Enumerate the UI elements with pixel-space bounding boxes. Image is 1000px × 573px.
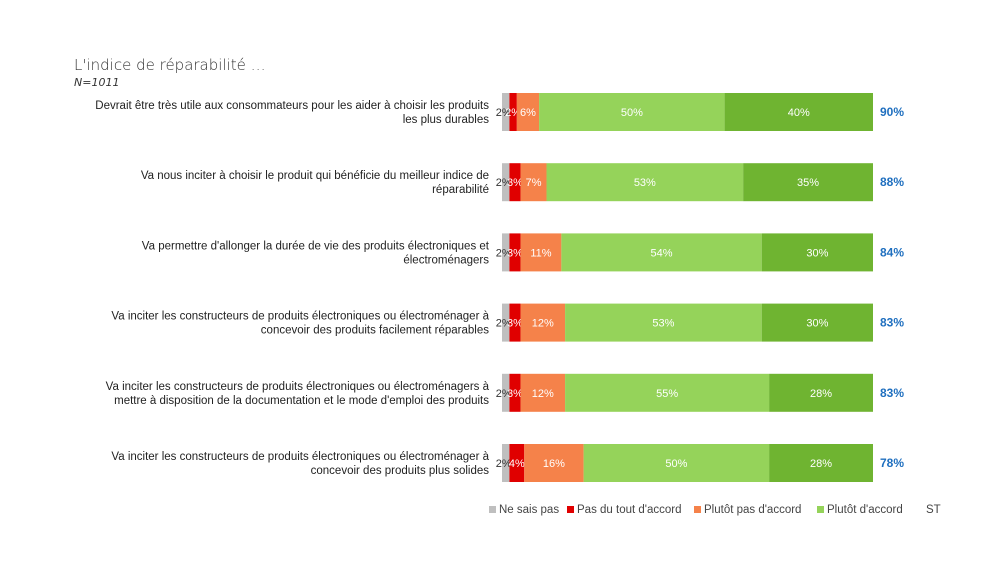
bar-segment (761, 303, 873, 342)
category-label: les plus durables (403, 114, 490, 126)
category-label: Va inciter les constructeurs de produits… (111, 451, 489, 463)
bar-segment (565, 303, 762, 342)
bar-segment (520, 163, 547, 202)
data-label: 50% (665, 458, 687, 470)
legend-swatch (567, 506, 574, 513)
data-label: 40% (788, 107, 810, 119)
data-label: 53% (634, 177, 656, 189)
bar-segment (502, 444, 510, 482)
legend-label: Pas du tout d'accord (577, 504, 681, 516)
legend-label: Plutôt d'accord (827, 504, 903, 516)
bar-segment (520, 303, 566, 342)
data-label: 11% (530, 247, 551, 259)
data-label: 53% (652, 318, 674, 330)
bar-segment (769, 373, 873, 412)
category-label: Va permettre d'allonger la durée de vie … (142, 240, 490, 252)
bar-segment (583, 444, 770, 482)
data-label: 12% (532, 388, 554, 400)
data-label: 30% (806, 318, 828, 330)
legend-label: Plutôt pas d'accord (704, 504, 801, 516)
chart-subtitle: N=1011 (74, 76, 120, 89)
category-label: concevoir des produits plus solides (311, 465, 490, 477)
bar-segment (502, 233, 510, 272)
data-label: 2% (496, 458, 512, 470)
st-value: 84% (880, 245, 904, 259)
bar-segment (502, 303, 510, 342)
category-label: Devrait être très utile aux consommateur… (95, 100, 489, 112)
bar-segment (509, 93, 517, 131)
data-label: 54% (651, 247, 673, 259)
bar-segment (509, 444, 525, 482)
data-label: 3% (507, 247, 523, 259)
bar-segment (724, 93, 873, 131)
st-value: 83% (880, 316, 904, 330)
data-label: 7% (526, 177, 542, 189)
data-label: 28% (810, 388, 832, 400)
data-label: 2% (496, 177, 512, 189)
legend-st-label: ST (926, 504, 941, 516)
category-label: Va nous inciter à choisir le produit qui… (141, 170, 489, 182)
legend-swatch (817, 506, 824, 513)
bar-segment (509, 233, 521, 272)
bar-segment (743, 163, 873, 202)
bar-segment (761, 233, 873, 272)
bar-segment (539, 93, 725, 131)
data-label: 30% (806, 247, 828, 259)
bar-segment (509, 303, 521, 342)
st-value: 78% (880, 456, 904, 470)
st-value: 90% (880, 105, 904, 119)
category-label: Va inciter les constructeurs de produits… (106, 381, 490, 393)
data-label: 6% (520, 107, 536, 119)
bar-segment (509, 163, 521, 202)
category-label: Va inciter les constructeurs de produits… (111, 311, 489, 323)
bar-segment (502, 163, 510, 202)
bar-segment (520, 233, 562, 272)
data-label: 28% (810, 458, 832, 470)
st-value: 83% (880, 386, 904, 400)
data-label: 3% (507, 177, 523, 189)
category-label: mettre à disposition de la documentation… (114, 395, 489, 407)
legend-label: Ne sais pas (499, 504, 559, 516)
data-label: 4% (509, 458, 525, 470)
bar-segment (509, 373, 521, 412)
data-label: 2% (496, 107, 512, 119)
data-label: 12% (532, 318, 554, 330)
bar-segment (502, 93, 510, 131)
data-label: 2% (496, 247, 512, 259)
bar-segment (546, 163, 744, 202)
bar-segment (561, 233, 762, 272)
category-label: électroménagers (403, 254, 489, 266)
category-label: réparabilité (432, 184, 489, 196)
bar-segment (520, 373, 566, 412)
category-label: concevoir des produits facilement répara… (261, 325, 489, 337)
data-label: 35% (797, 177, 819, 189)
st-value: 88% (880, 175, 904, 189)
bar-segment (502, 373, 510, 412)
bar-segment (769, 444, 873, 482)
data-label: 55% (656, 388, 678, 400)
data-label: 2% (496, 318, 512, 330)
chart-title: L'indice de réparabilité … (74, 56, 266, 74)
legend-swatch (489, 506, 496, 513)
bar-segment (524, 444, 584, 482)
bar-segment (516, 93, 540, 131)
bar-segment (565, 373, 770, 412)
data-label: 3% (507, 318, 523, 330)
data-label: 16% (543, 458, 565, 470)
data-label: 3% (507, 388, 523, 400)
data-label: 50% (621, 107, 643, 119)
data-label: 2% (496, 388, 512, 400)
legend-swatch (694, 506, 701, 513)
